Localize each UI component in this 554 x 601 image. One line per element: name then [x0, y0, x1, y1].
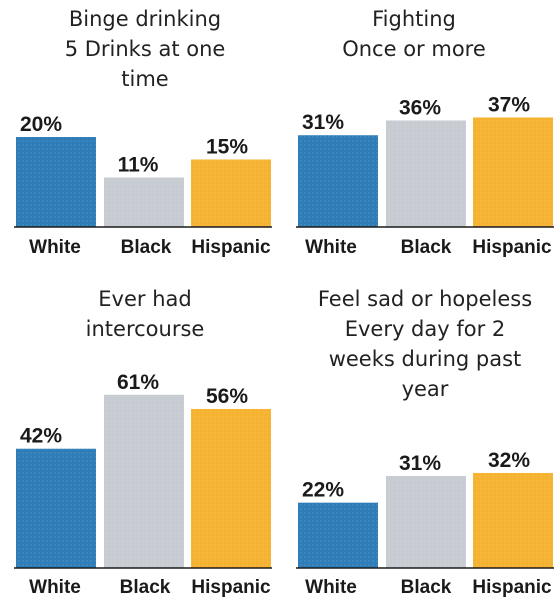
chart-fighting: Fighting Once or more 31% White 36% Black 37…: [296, 0, 554, 300]
category-label: White: [305, 577, 357, 598]
category-label: Hispanic: [472, 237, 552, 258]
bar-chart-ever-had-intercourse: 42% White 61% Black 56% Hispanic: [14, 371, 272, 598]
category-label: Hispanic: [472, 577, 552, 598]
bar-texture: [298, 135, 378, 227]
category-label: White: [29, 577, 81, 598]
category-label: Black: [401, 237, 452, 258]
value-label: 11%: [118, 154, 159, 177]
value-label: 36%: [399, 96, 441, 119]
bar-texture: [298, 502, 378, 568]
bar-texture: [191, 159, 271, 227]
value-label: 31%: [399, 452, 441, 475]
value-label: 20%: [20, 113, 62, 136]
chart-title: Ever had intercourse: [85, 287, 205, 341]
bar-texture: [16, 448, 96, 568]
value-label: 22%: [302, 479, 344, 502]
bar-texture: [473, 472, 553, 568]
bar-texture: [104, 177, 184, 227]
category-label: White: [29, 237, 81, 258]
chart-title: Feel sad or hopeless Every day for 2 wee…: [317, 287, 533, 401]
bar-chart-fighting: 31% White 36% Black 37% Hispanic: [296, 93, 554, 258]
chart-ever-had-intercourse: Ever had intercourse 42% White 61% Black 56%…: [14, 287, 276, 601]
value-label: 37%: [488, 93, 530, 116]
category-label: Hispanic: [191, 237, 271, 258]
bar-chart-feel-sad-or-hopeless: 22% White 31% Black 32% Hispanic: [296, 449, 554, 598]
bar-chart-binge-drinking: 20% White 11% Black 15% Hispanic: [14, 113, 272, 258]
bar-texture: [386, 120, 466, 227]
chart-title: Fighting Once or more: [342, 7, 486, 61]
bar-texture: [473, 117, 553, 227]
bar-texture: [104, 394, 184, 568]
category-label: Black: [401, 577, 452, 598]
bar-texture: [16, 137, 96, 227]
chart-feel-sad-or-hopeless: Feel sad or hopeless Every day for 2 wee…: [296, 287, 554, 601]
value-label: 42%: [20, 425, 62, 448]
bar-texture: [386, 475, 466, 568]
value-label: 32%: [488, 449, 530, 472]
category-label: Hispanic: [191, 577, 271, 598]
category-label: Black: [120, 577, 171, 598]
value-label: 15%: [206, 136, 248, 159]
category-label: Black: [121, 237, 172, 258]
category-label: White: [305, 237, 357, 258]
chart-title: Binge drinking 5 Drinks at one time: [64, 7, 226, 91]
value-label: 31%: [302, 111, 344, 134]
chart-binge-drinking: Binge drinking 5 Drinks at one time 20% W…: [14, 0, 276, 300]
value-label: 56%: [206, 385, 248, 408]
bar-texture: [191, 408, 271, 568]
value-label: 61%: [117, 371, 159, 394]
